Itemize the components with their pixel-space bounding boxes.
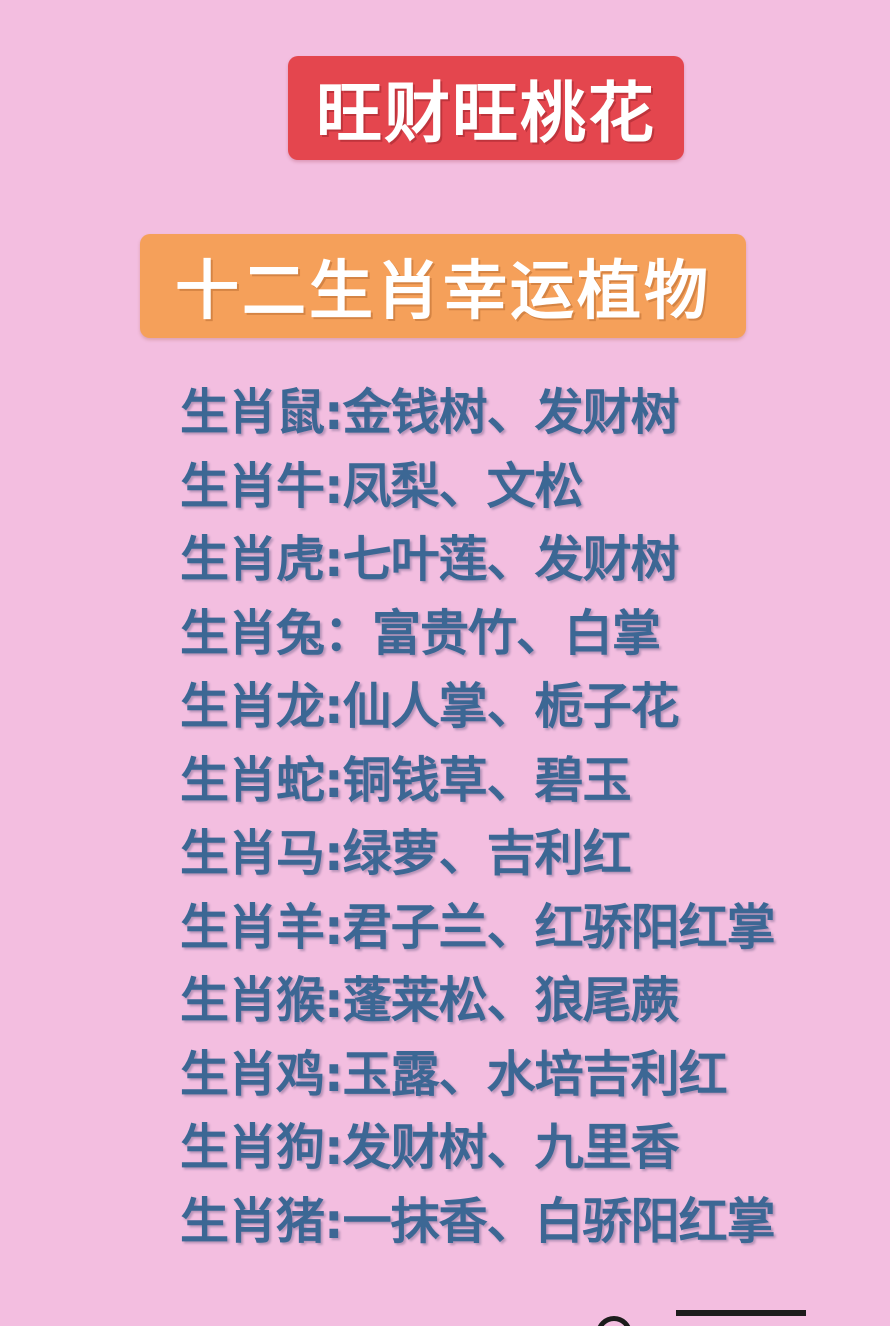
zodiac-item-snake: 生肖蛇:铜钱草、碧玉 xyxy=(180,751,632,809)
zodiac-item-dragon: 生肖龙:仙人掌、栀子花 xyxy=(180,678,680,735)
zodiac-item-pig: 生肖猪:一抹香、白骄阳红掌 xyxy=(180,1192,776,1250)
zodiac-item-tiger: 生肖虎:七叶莲、发财树 xyxy=(180,531,680,588)
zodiac-item-rabbit: 生肖兔：富贵竹、白掌 xyxy=(180,604,661,662)
zodiac-item-horse: 生肖马:绿萝、吉利红 xyxy=(180,825,632,882)
zodiac-item-monkey: 生肖猴:蓬莱松、狼尾蕨 xyxy=(180,972,680,1029)
subtitle-badge: 十二生肖幸运植物 xyxy=(140,234,746,338)
cropped-text-fragment xyxy=(676,1310,806,1326)
zodiac-item-ox: 生肖牛:凤梨、文松 xyxy=(180,457,584,515)
zodiac-item-goat: 生肖羊:君子兰、红骄阳红掌 xyxy=(180,898,776,956)
title-badge: 旺财旺桃花 xyxy=(288,56,684,160)
cropped-overlay-fragment xyxy=(596,1306,890,1326)
page-subtitle: 十二生肖幸运植物 xyxy=(175,255,711,329)
zodiac-item-dog: 生肖狗:发财树、九里香 xyxy=(180,1119,680,1176)
cropped-circle-icon xyxy=(596,1316,632,1326)
zodiac-item-rooster: 生肖鸡:玉露、水培吉利红 xyxy=(180,1045,728,1103)
page-title: 旺财旺桃花 xyxy=(316,75,656,152)
zodiac-item-rat: 生肖鼠:金钱树、发财树 xyxy=(180,384,680,441)
zodiac-plant-list: 生肖鼠:金钱树、发财树 生肖牛:凤梨、文松 生肖虎:七叶莲、发财树 生肖兔：富贵… xyxy=(180,376,776,1258)
